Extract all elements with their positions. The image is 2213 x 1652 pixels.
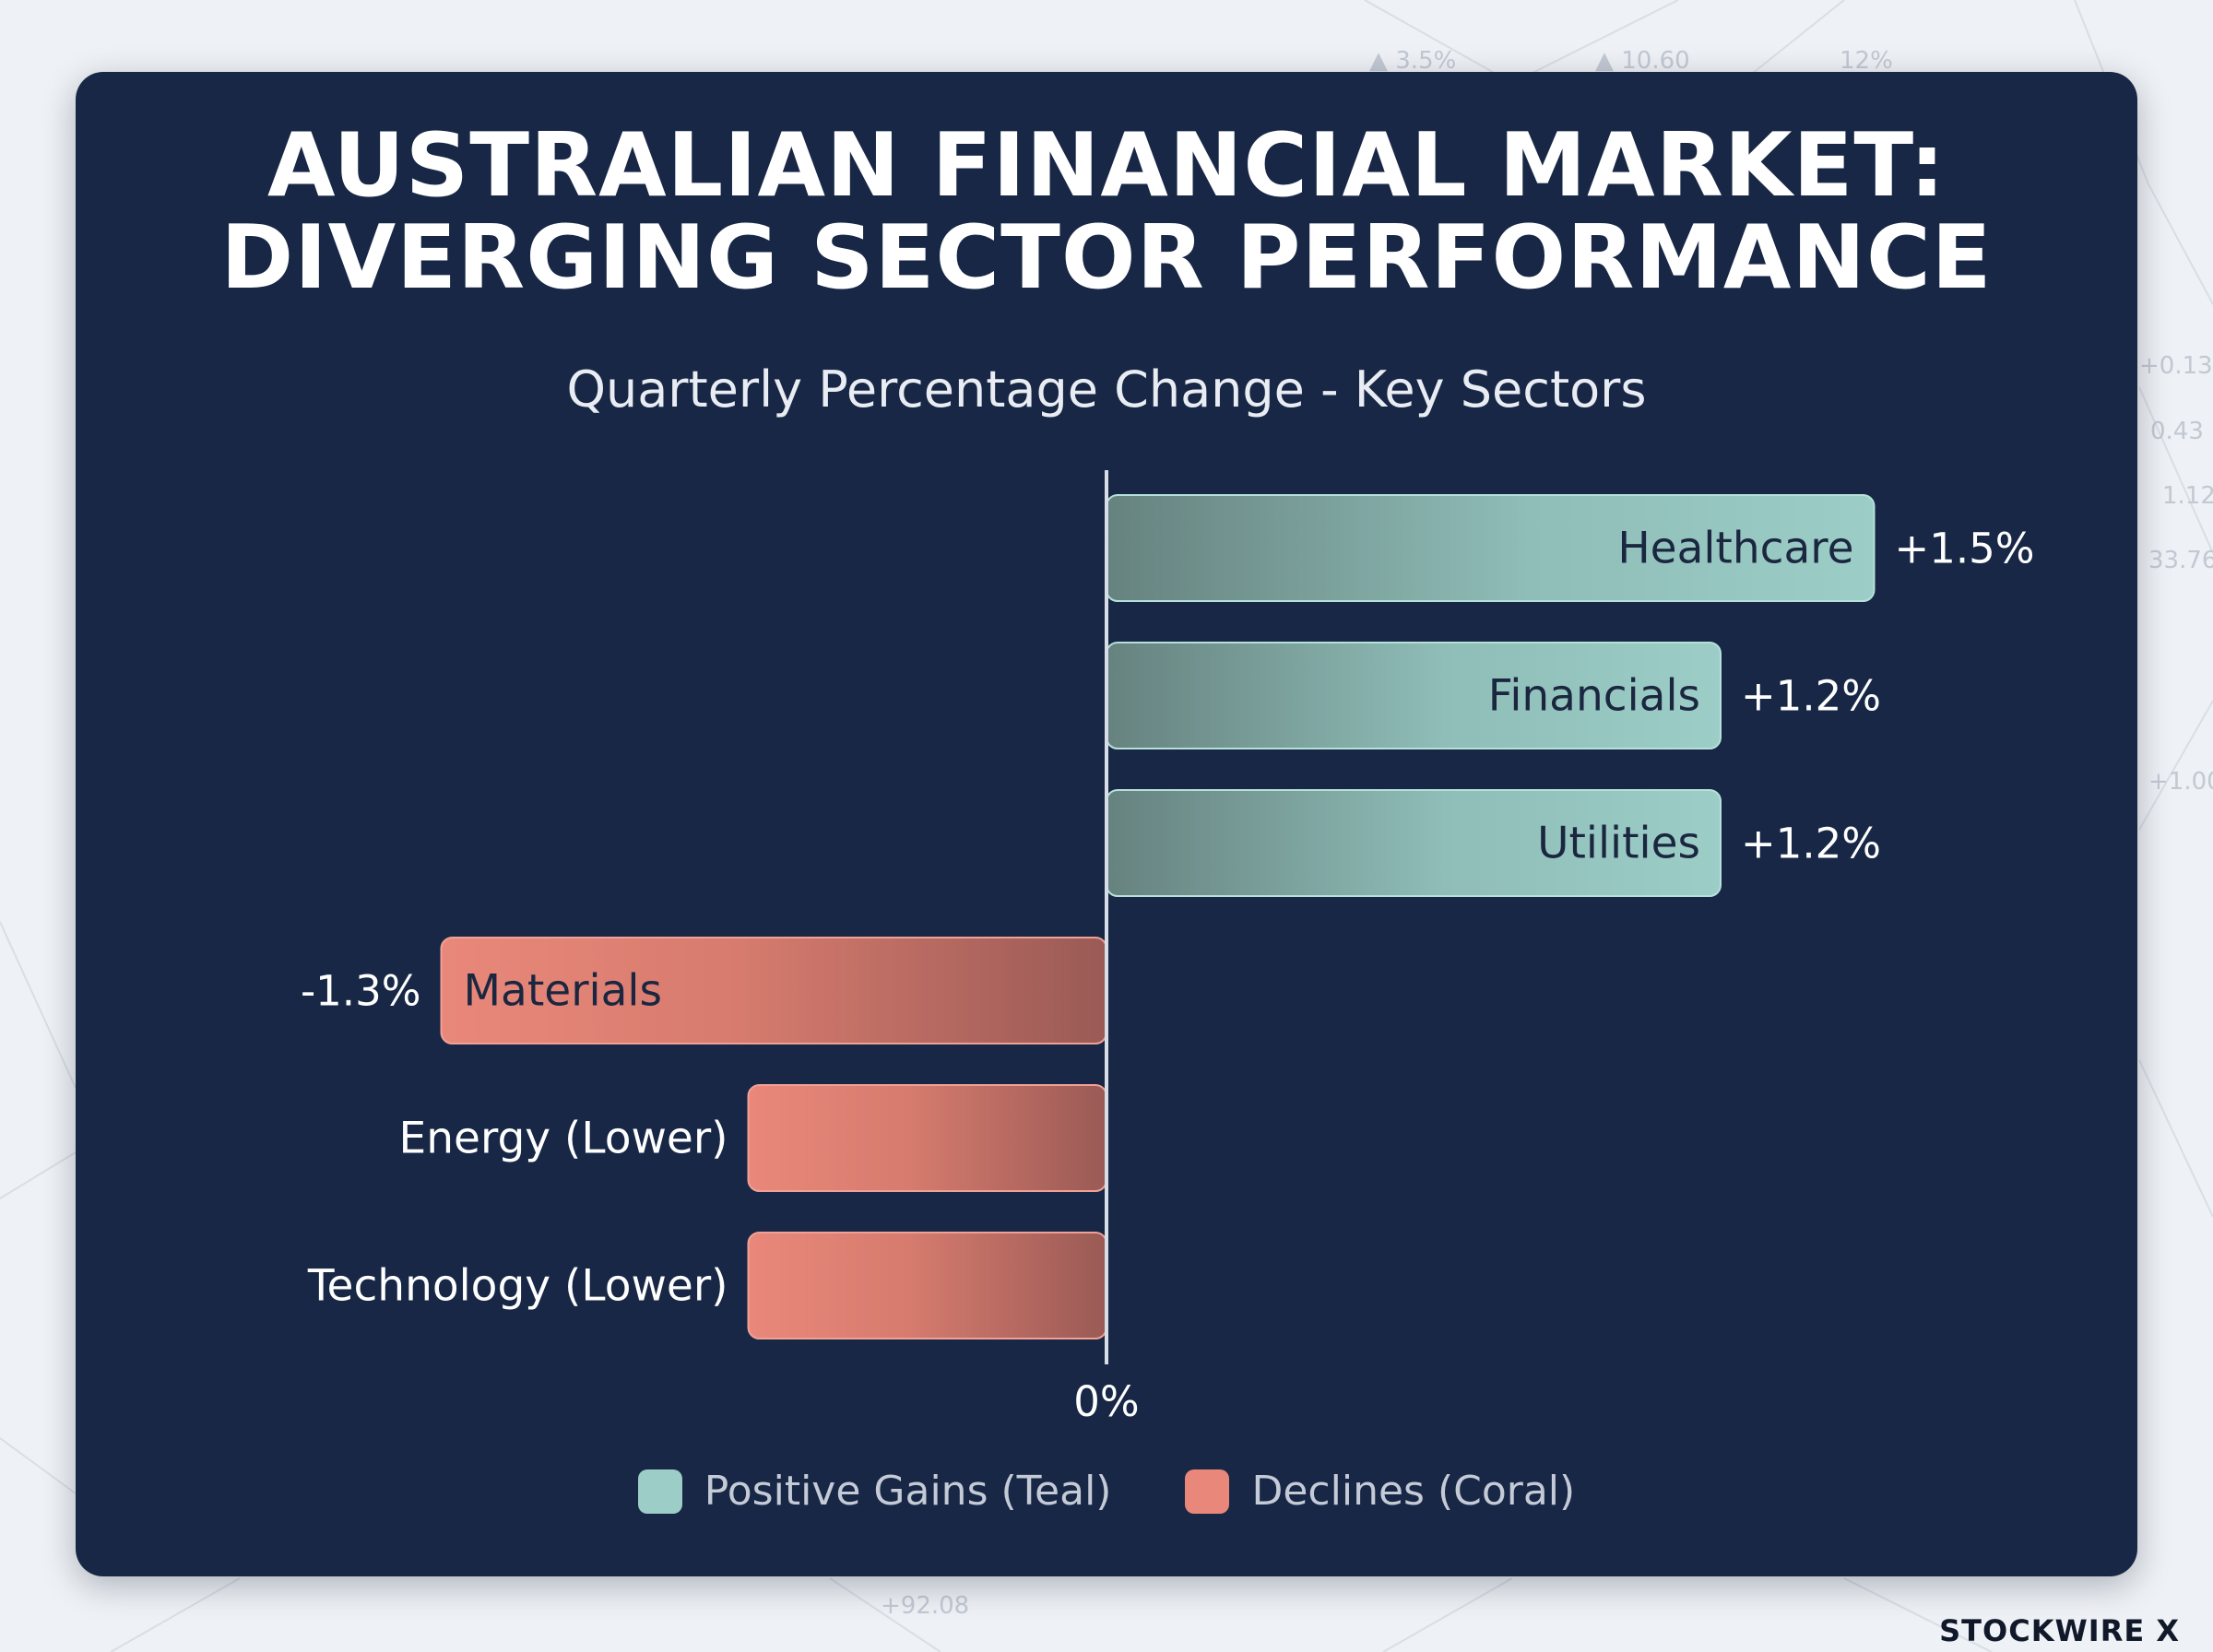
svg-text:+0.13: +0.13	[2139, 352, 2213, 380]
legend-swatch-negative	[1185, 1469, 1230, 1514]
svg-text:33.76: 33.76	[2148, 547, 2213, 574]
svg-text:12%: 12%	[1840, 47, 1893, 75]
zero-tick-label: 0%	[1073, 1377, 1139, 1426]
chart-title-line-1: AUSTRALIAN FINANCIAL MARKET:	[267, 115, 1946, 217]
svg-text:0.43: 0.43	[2150, 418, 2204, 445]
value-label-financials: +1.2%	[1741, 672, 1881, 721]
category-label-materials: Materials	[464, 966, 662, 1017]
legend: Positive Gains (Teal) Declines (Coral)	[0, 1468, 2213, 1515]
legend-label-negative: Declines (Coral)	[1251, 1468, 1576, 1515]
chart-title-line-2: DIVERGING SECTOR PERFORMANCE	[220, 207, 1993, 309]
category-label-financials: Financials	[1488, 671, 1700, 722]
category-label-technology-lower: Technology (Lower)	[307, 1261, 728, 1312]
legend-label-positive: Positive Gains (Teal)	[704, 1468, 1112, 1515]
category-label-utilities: Utilities	[1537, 819, 1700, 869]
category-label-energy-lower: Energy (Lower)	[399, 1114, 728, 1164]
brand-logo: STOCKWIRE X	[1939, 1613, 2180, 1648]
legend-item-negative: Declines (Coral)	[1185, 1468, 1575, 1515]
bar-energy-lower	[747, 1084, 1107, 1192]
value-label-utilities: +1.2%	[1741, 820, 1881, 868]
legend-swatch-positive	[637, 1469, 682, 1514]
svg-text:▲ 3.5%: ▲ 3.5%	[1369, 47, 1456, 75]
value-label-materials: -1.3%	[301, 967, 421, 1016]
background-numbers: ▲ 3.5% ▲ 10.60 12% +0.13 0.43 1.12 33.76…	[881, 47, 2213, 1620]
svg-text:1.12: 1.12	[2162, 482, 2213, 510]
svg-text:+92.08: +92.08	[881, 1592, 969, 1620]
svg-text:▲ 10.60: ▲ 10.60	[1595, 47, 1690, 75]
chart-title: AUSTRALIAN FINANCIAL MARKET: DIVERGING S…	[0, 120, 2213, 304]
legend-item-positive: Positive Gains (Teal)	[637, 1468, 1112, 1515]
chart-subtitle: Quarterly Percentage Change - Key Sector…	[566, 360, 1647, 419]
svg-text:+1.00: +1.00	[2148, 768, 2213, 796]
category-label-healthcare: Healthcare	[1617, 524, 1853, 574]
bar-technology-lower	[747, 1232, 1107, 1339]
value-label-healthcare: +1.5%	[1895, 525, 2035, 573]
